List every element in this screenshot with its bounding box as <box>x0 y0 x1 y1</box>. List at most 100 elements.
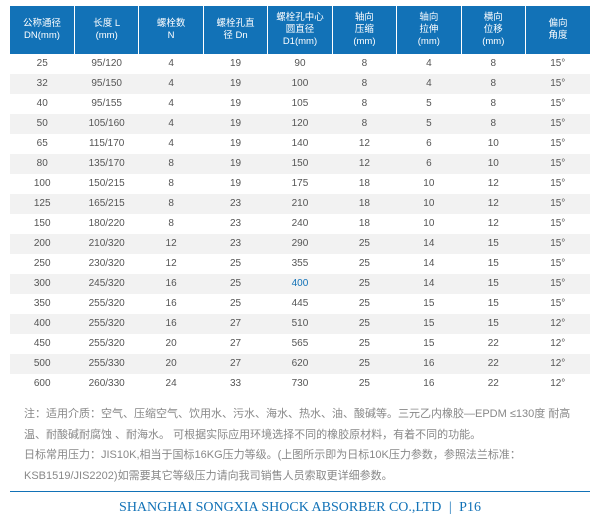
table-cell: 8 <box>332 74 396 94</box>
table-cell: 10 <box>461 134 525 154</box>
table-cell: 600 <box>10 374 74 394</box>
table-cell: 15° <box>526 274 591 294</box>
table-cell: 175 <box>268 174 332 194</box>
table-cell: 8 <box>461 74 525 94</box>
table-cell: 8 <box>461 54 525 74</box>
table-cell: 445 <box>268 294 332 314</box>
table-cell: 50 <box>10 114 74 134</box>
table-cell: 620 <box>268 354 332 374</box>
table-cell: 100 <box>10 174 74 194</box>
table-cell: 8 <box>461 94 525 114</box>
table-cell: 400 <box>268 274 332 294</box>
table-cell: 10 <box>397 194 461 214</box>
footer-company: SHANGHAI SONGXIA SHOCK ABSORBER CO.,LTD <box>119 500 441 515</box>
table-cell: 25 <box>332 254 396 274</box>
table-cell: 6 <box>397 154 461 174</box>
table-row: 300245/320162540025141515° <box>10 274 590 294</box>
table-cell: 25 <box>332 314 396 334</box>
table-cell: 255/330 <box>74 354 138 374</box>
table-cell: 15 <box>461 294 525 314</box>
table-cell: 25 <box>332 234 396 254</box>
table-cell: 210 <box>268 194 332 214</box>
table-cell: 300 <box>10 274 74 294</box>
table-cell: 95/120 <box>74 54 138 74</box>
table-cell: 565 <box>268 334 332 354</box>
table-row: 500255/330202762025162212° <box>10 354 590 374</box>
table-cell: 4 <box>397 54 461 74</box>
table-cell: 4 <box>139 74 203 94</box>
table-cell: 19 <box>203 114 267 134</box>
table-cell: 135/170 <box>74 154 138 174</box>
table-cell: 5 <box>397 114 461 134</box>
table-cell: 27 <box>203 334 267 354</box>
table-cell: 500 <box>10 354 74 374</box>
table-cell: 40 <box>10 94 74 114</box>
table-cell: 245/320 <box>74 274 138 294</box>
table-cell: 260/330 <box>74 374 138 394</box>
table-cell: 15° <box>526 234 591 254</box>
col-header-8: 偏向角度 <box>526 6 591 54</box>
table-cell: 115/170 <box>74 134 138 154</box>
table-cell: 15 <box>397 314 461 334</box>
table-cell: 25 <box>332 334 396 354</box>
table-cell: 95/155 <box>74 94 138 114</box>
table-cell: 19 <box>203 54 267 74</box>
table-cell: 4 <box>397 74 461 94</box>
table-cell: 450 <box>10 334 74 354</box>
table-cell: 25 <box>203 254 267 274</box>
table-cell: 290 <box>268 234 332 254</box>
table-cell: 19 <box>203 154 267 174</box>
table-cell: 12 <box>332 134 396 154</box>
table-cell: 15 <box>461 254 525 274</box>
table-cell: 15° <box>526 174 591 194</box>
table-cell: 4 <box>139 94 203 114</box>
table-cell: 150/215 <box>74 174 138 194</box>
table-cell: 10 <box>461 154 525 174</box>
table-cell: 510 <box>268 314 332 334</box>
table-cell: 24 <box>139 374 203 394</box>
notes-block: 注：适用介质：空气、压缩空气、饮用水、污水、海水、热水、油、酸碱等。三元乙内橡胶… <box>10 398 590 493</box>
table-cell: 12° <box>526 314 591 334</box>
table-cell: 25 <box>332 374 396 394</box>
table-cell: 33 <box>203 374 267 394</box>
table-cell: 150 <box>268 154 332 174</box>
table-cell: 25 <box>203 274 267 294</box>
table-cell: 15° <box>526 194 591 214</box>
table-cell: 15° <box>526 94 591 114</box>
col-header-6: 轴向拉伸(mm) <box>397 6 461 54</box>
table-cell: 250 <box>10 254 74 274</box>
table-cell: 10 <box>397 214 461 234</box>
table-cell: 400 <box>10 314 74 334</box>
table-cell: 15 <box>461 234 525 254</box>
table-cell: 15° <box>526 214 591 234</box>
table-cell: 19 <box>203 134 267 154</box>
table-cell: 355 <box>268 254 332 274</box>
table-cell: 165/215 <box>74 194 138 214</box>
table-cell: 22 <box>461 374 525 394</box>
table-cell: 27 <box>203 354 267 374</box>
table-cell: 15° <box>526 54 591 74</box>
table-cell: 20 <box>139 354 203 374</box>
table-cell: 5 <box>397 94 461 114</box>
table-cell: 23 <box>203 214 267 234</box>
table-cell: 12 <box>139 234 203 254</box>
col-header-3: 螺栓孔直径 Dn <box>203 6 267 54</box>
table-cell: 16 <box>139 314 203 334</box>
table-cell: 19 <box>203 94 267 114</box>
table-cell: 65 <box>10 134 74 154</box>
table-cell: 240 <box>268 214 332 234</box>
table-cell: 16 <box>139 274 203 294</box>
table-cell: 210/320 <box>74 234 138 254</box>
col-header-7: 横向位移(mm) <box>461 6 525 54</box>
table-cell: 18 <box>332 214 396 234</box>
table-cell: 15 <box>461 274 525 294</box>
table-cell: 12 <box>332 154 396 174</box>
table-cell: 8 <box>332 114 396 134</box>
table-row: 400255/320162751025151512° <box>10 314 590 334</box>
table-cell: 12 <box>461 174 525 194</box>
col-header-4: 螺栓孔中心圆直径D1(mm) <box>268 6 332 54</box>
table-cell: 95/150 <box>74 74 138 94</box>
table-cell: 25 <box>332 294 396 314</box>
table-row: 125165/21582321018101215° <box>10 194 590 214</box>
table-cell: 730 <box>268 374 332 394</box>
